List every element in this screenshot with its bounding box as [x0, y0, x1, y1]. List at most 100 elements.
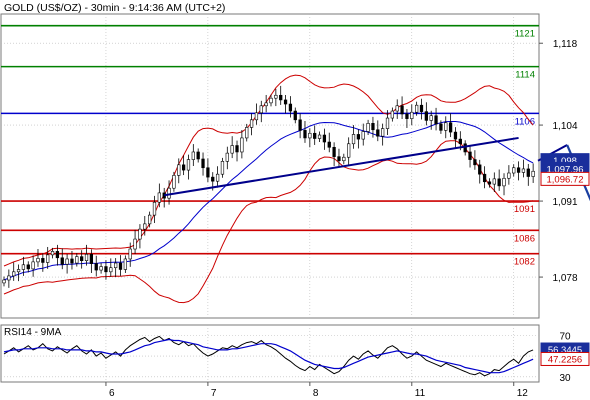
- candle-body: [148, 214, 152, 225]
- candle-body: [215, 173, 220, 182]
- candle-body: [94, 263, 98, 271]
- candle-body: [342, 156, 346, 162]
- candle-body: [80, 256, 84, 262]
- candle-body: [191, 151, 195, 160]
- candle-body: [385, 117, 390, 129]
- candle-body: [7, 275, 11, 281]
- candle-body: [381, 128, 385, 137]
- candle-body: [249, 119, 254, 128]
- candle-body: [46, 254, 50, 263]
- indicator-overlays: [3, 74, 534, 304]
- candle-body: [133, 238, 137, 250]
- time-tick-label: 11: [415, 388, 426, 399]
- candle-body: [128, 248, 132, 260]
- candle-body: [448, 122, 453, 133]
- candle-body: [356, 134, 361, 140]
- candle-body: [390, 110, 394, 119]
- level-label-1086: 1086: [514, 233, 535, 244]
- candle-body: [230, 145, 234, 154]
- candle-body: [332, 146, 336, 157]
- candle-body: [279, 94, 283, 101]
- chart-frame: [0, 13, 540, 383]
- candle-body: [245, 127, 249, 139]
- candle-body: [492, 178, 496, 185]
- candle-body: [322, 134, 327, 143]
- candle-body: [118, 262, 123, 270]
- candle-body: [240, 137, 244, 153]
- grid-lines: [1, 14, 539, 382]
- candle-body: [12, 271, 16, 277]
- rsi-badge-label: 56.3445: [548, 345, 582, 356]
- candle-body: [201, 158, 205, 169]
- rsi-panel-title: RSI14 - 9MA: [4, 327, 62, 338]
- time-tick-label: 12: [517, 388, 529, 399]
- level-lines: 1121 1114 1106 1091 1086 1082: [1, 24, 539, 268]
- level-label-1114: 1114: [515, 70, 535, 81]
- candle-body: [405, 113, 409, 119]
- candle-body: [308, 132, 312, 139]
- level-label-1091: 1091: [514, 204, 535, 215]
- time-tick-label: 8: [313, 388, 319, 399]
- candle-body: [371, 123, 375, 131]
- candle-body: [497, 178, 501, 187]
- candle-body: [70, 258, 74, 264]
- candle-body: [225, 152, 229, 162]
- candle-body: [293, 110, 297, 121]
- candle-body: [172, 175, 176, 189]
- candle-body: [458, 138, 462, 145]
- candle-body: [274, 94, 278, 99]
- rsi-panel-border: [0, 324, 540, 383]
- candle-body: [473, 159, 477, 166]
- candle-body: [400, 105, 404, 115]
- candle-body: [36, 258, 40, 263]
- price-tick-label: 1,091: [552, 197, 577, 208]
- candle-body: [264, 102, 268, 107]
- candle-body: [65, 258, 69, 265]
- candle-body: [453, 131, 458, 140]
- candle-body: [516, 167, 521, 173]
- price-tick-label: 1,118: [553, 39, 578, 50]
- candle-body: [526, 168, 530, 177]
- candle-body: [347, 143, 351, 158]
- candle-body: [415, 104, 419, 113]
- candle-body: [424, 111, 428, 121]
- candle-body: [298, 119, 302, 131]
- candle-body: [157, 192, 161, 203]
- candle-body: [395, 105, 399, 112]
- rsi-badge-label: 47.2256: [548, 355, 582, 366]
- time-tick-label: 6: [109, 388, 115, 399]
- candle-body: [327, 141, 331, 148]
- bollinger-upper-band: [3, 74, 534, 267]
- bollinger-lower-band: [3, 140, 534, 304]
- candle-body: [206, 167, 210, 178]
- candle-body: [2, 279, 6, 284]
- chart-title: GOLD (US$/OZ) - 30min - 9:14:36 AM (UTC+…: [4, 2, 225, 14]
- candle-body: [434, 115, 438, 125]
- candle-body: [303, 130, 307, 139]
- price-badge-label: 1,097.96: [547, 165, 584, 176]
- price-tick-label: 1,104: [552, 121, 577, 132]
- candle-body: [444, 122, 448, 131]
- time-tick-label: 7: [211, 388, 217, 399]
- candle-body: [196, 151, 200, 160]
- candle-body: [288, 103, 293, 112]
- candle-body: [21, 264, 26, 270]
- candle-body: [521, 168, 526, 173]
- candle-body: [512, 167, 516, 174]
- candle-body: [114, 262, 118, 269]
- price-badge-label: 1,096.72: [547, 174, 584, 185]
- candle-body: [361, 131, 365, 140]
- candle-body: [220, 161, 225, 175]
- rsi-tick-label: 30: [559, 373, 571, 384]
- level-label-1082: 1082: [514, 257, 535, 268]
- candle-body: [531, 170, 535, 177]
- candle-body: [181, 164, 186, 171]
- rsi-series-9MA: [3, 338, 534, 374]
- candle-body: [104, 266, 108, 273]
- candle-body: [254, 112, 259, 121]
- main-panel-border: [0, 13, 540, 319]
- candle-body: [167, 187, 171, 199]
- candle-body: [109, 267, 113, 273]
